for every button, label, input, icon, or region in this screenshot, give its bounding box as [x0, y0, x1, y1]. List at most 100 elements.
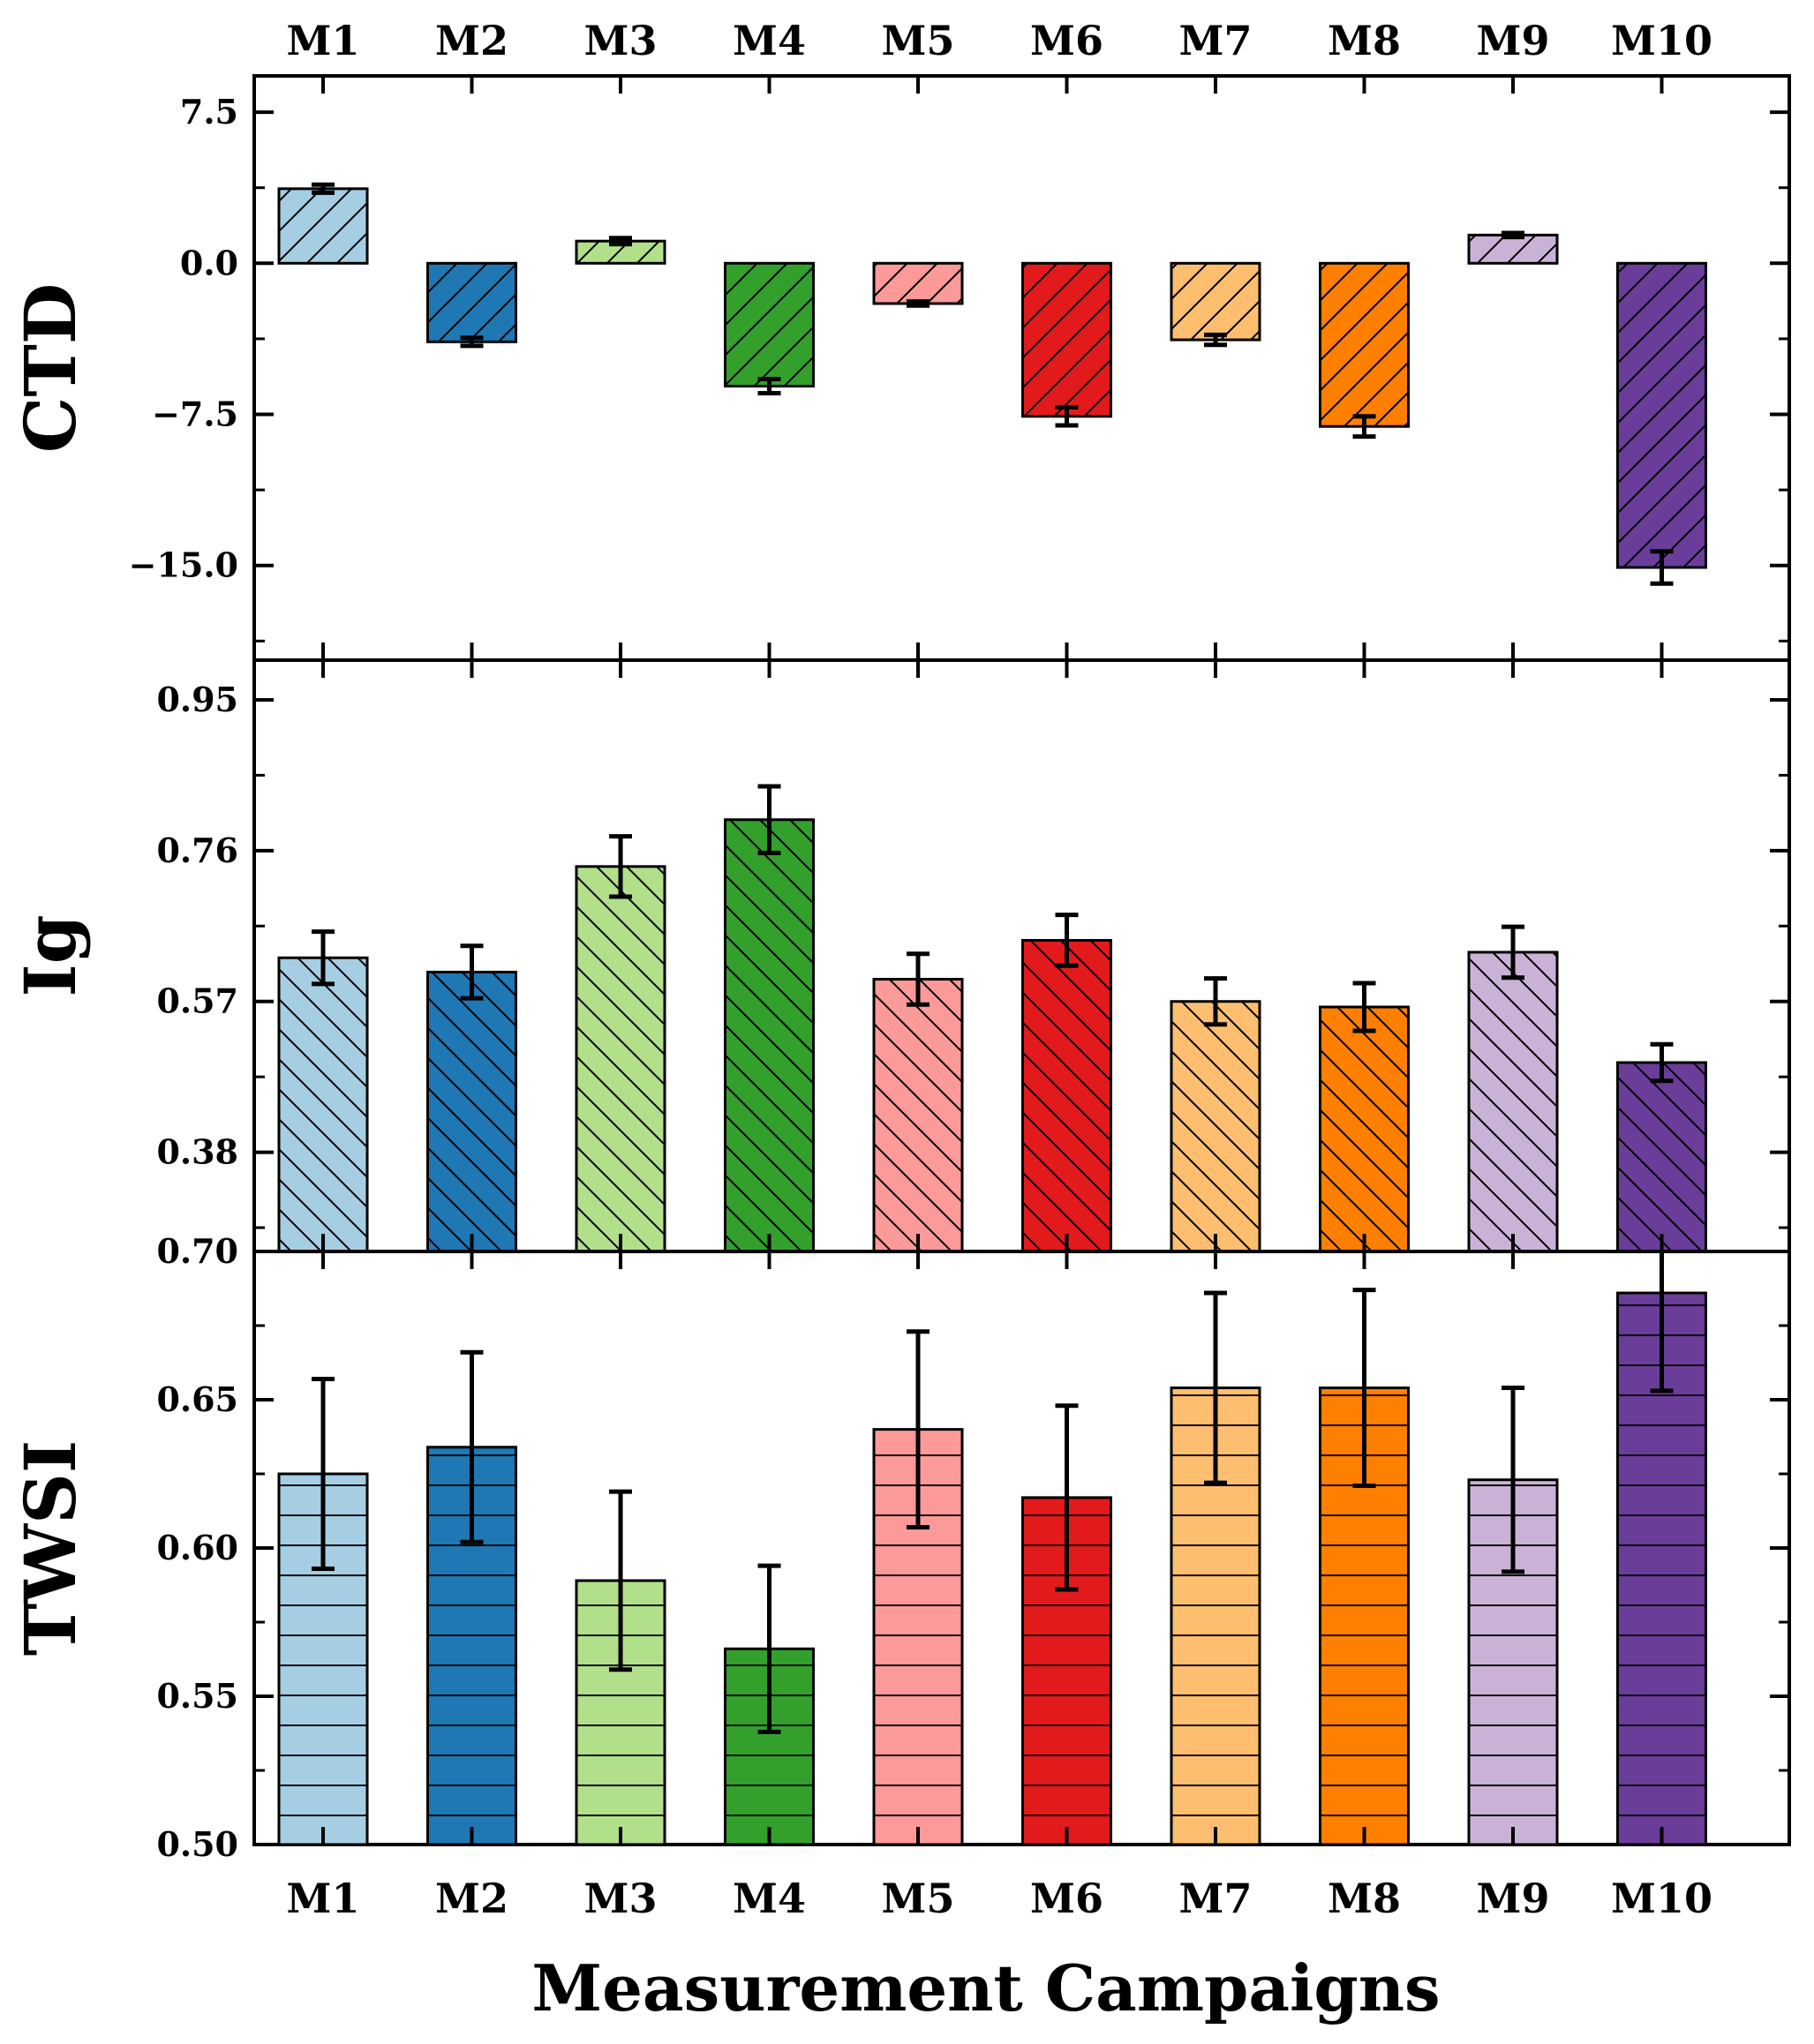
bar-ig-m10 — [1616, 1061, 1707, 1253]
error-bar — [1204, 976, 1227, 1027]
error-bar — [1502, 230, 1524, 240]
bar-ctd-m6 — [1021, 261, 1112, 418]
bar-ig-m4 — [724, 818, 815, 1253]
error-bar — [1055, 405, 1079, 428]
bar-ctd-m10 — [1616, 261, 1707, 569]
y-tick-label: 7.5 — [180, 92, 238, 132]
top-category-label: M8 — [1328, 17, 1401, 64]
top-category-label: M6 — [1030, 17, 1103, 64]
bar-ctd-m5 — [872, 261, 964, 305]
bar-ig-m8 — [1319, 1005, 1410, 1253]
y-tick-label: 0.0 — [180, 243, 238, 282]
y-tick-label: 0.38 — [156, 1132, 238, 1172]
y-axis-label-ctd: CTD — [9, 283, 92, 454]
error-bar — [609, 1489, 632, 1672]
error-bar — [460, 943, 484, 1001]
bar-hatch — [426, 970, 517, 1253]
y-axis-label-twsi: TWSI — [9, 1440, 92, 1657]
bar-hatch — [426, 261, 517, 343]
bar-ig-m3 — [575, 865, 666, 1253]
error-bar — [907, 951, 930, 1007]
top-category-label: M3 — [584, 17, 658, 64]
bottom-category-label: M6 — [1030, 1875, 1103, 1922]
bar-hatch — [1467, 233, 1559, 265]
bar-ctd-m1 — [277, 187, 369, 265]
x-axis-label: Measurement Campaigns — [531, 1950, 1440, 2025]
error-bar — [1352, 414, 1376, 440]
bar-hatch — [1319, 1005, 1410, 1253]
bottom-category-label: M4 — [733, 1875, 806, 1922]
bar-ig-m6 — [1021, 938, 1112, 1253]
y-tick-label: 0.65 — [156, 1379, 238, 1419]
error-bar — [1055, 1403, 1079, 1592]
bar-ctd-m2 — [426, 261, 517, 343]
panel-ig: 0.95 0.76 0.57 0.38 Ig — [9, 658, 1791, 1253]
error-bar — [460, 1349, 484, 1544]
bar-ig-m7 — [1170, 1000, 1261, 1253]
bottom-category-label: M5 — [882, 1875, 955, 1922]
y-tick-label: 0.55 — [156, 1676, 238, 1716]
y-tick-label: −15.0 — [129, 545, 238, 585]
bar-hatch — [1170, 261, 1261, 342]
bar-hatch — [1467, 951, 1559, 1253]
error-bar — [907, 1329, 930, 1529]
bar-ctd-m7 — [1170, 261, 1261, 342]
error-bar — [1055, 913, 1079, 968]
error-bar — [312, 182, 335, 195]
error-bar — [907, 299, 930, 308]
error-bar — [757, 377, 781, 396]
top-category-label: M1 — [287, 17, 360, 64]
bottom-category-label: M9 — [1477, 1875, 1550, 1922]
bar-ctd-m4 — [724, 261, 815, 388]
y-tick-label-top: 0.70 — [156, 1231, 238, 1271]
top-category-label: M7 — [1179, 17, 1253, 64]
y-tick-label: 0.50 — [156, 1824, 238, 1864]
bar-hatch — [724, 818, 815, 1253]
panel-ctd: 7.5 0.0 −7.5 −15.0 CTD — [9, 74, 1791, 662]
bar-hatch — [1021, 261, 1112, 418]
panel-twsi: 0.65 0.60 0.55 0.50 0.70 TWSI — [9, 1231, 1791, 1864]
bar-hatch — [277, 187, 369, 265]
panels-layer: 7.5 0.0 −7.5 −15.0 CTD 0.95 0.76 0.57 0.38 Ig 0.65… — [9, 74, 1791, 1864]
error-bar — [757, 1563, 781, 1734]
top-category-labels: M1 M2 M3 M4 M5 M6 M7 M8 M9 M10 — [287, 17, 1712, 64]
bar-ig-m2 — [426, 970, 517, 1253]
error-bar — [1502, 1386, 1524, 1574]
bar-hatch — [872, 978, 964, 1253]
bar-ctd-m8 — [1319, 261, 1410, 428]
error-bar — [609, 834, 632, 899]
error-bar — [460, 335, 484, 349]
y-tick-label: −7.5 — [152, 395, 238, 434]
error-bar — [312, 929, 335, 987]
error-bar — [609, 236, 632, 247]
error-bar — [1502, 924, 1524, 981]
bottom-category-label: M3 — [584, 1875, 658, 1922]
bar-hatch — [872, 261, 964, 305]
bar-hatch — [724, 261, 815, 388]
bar-hatch — [1616, 1061, 1707, 1253]
error-bar — [1352, 981, 1376, 1033]
bottom-category-label: M7 — [1179, 1875, 1253, 1922]
bar-hatch — [1170, 1000, 1261, 1253]
bar-hatch — [575, 865, 666, 1253]
y-tick-label: 0.57 — [156, 981, 238, 1021]
bar-hatch — [1616, 261, 1707, 569]
bottom-category-label: M10 — [1611, 1875, 1712, 1922]
error-bar — [1204, 1290, 1227, 1485]
bottom-category-label: M8 — [1328, 1875, 1401, 1922]
bottom-category-labels: M1 M2 M3 M4 M5 M6 M7 M8 M9 M10 — [287, 1875, 1712, 1922]
bar-ig-m1 — [277, 956, 369, 1253]
y-tick-label: 0.60 — [156, 1528, 238, 1567]
top-category-label: M4 — [733, 17, 806, 64]
y-axis-label-ig: Ig — [9, 914, 92, 996]
bar-ig-m9 — [1467, 951, 1559, 1253]
error-bar — [757, 784, 781, 856]
bar-hatch — [1021, 938, 1112, 1253]
bar-hatch — [1319, 261, 1410, 428]
error-bar — [1352, 1288, 1376, 1488]
top-category-label: M2 — [435, 17, 508, 64]
error-bar — [312, 1376, 335, 1572]
top-category-label: M5 — [882, 17, 955, 64]
top-category-label: M9 — [1477, 17, 1550, 64]
